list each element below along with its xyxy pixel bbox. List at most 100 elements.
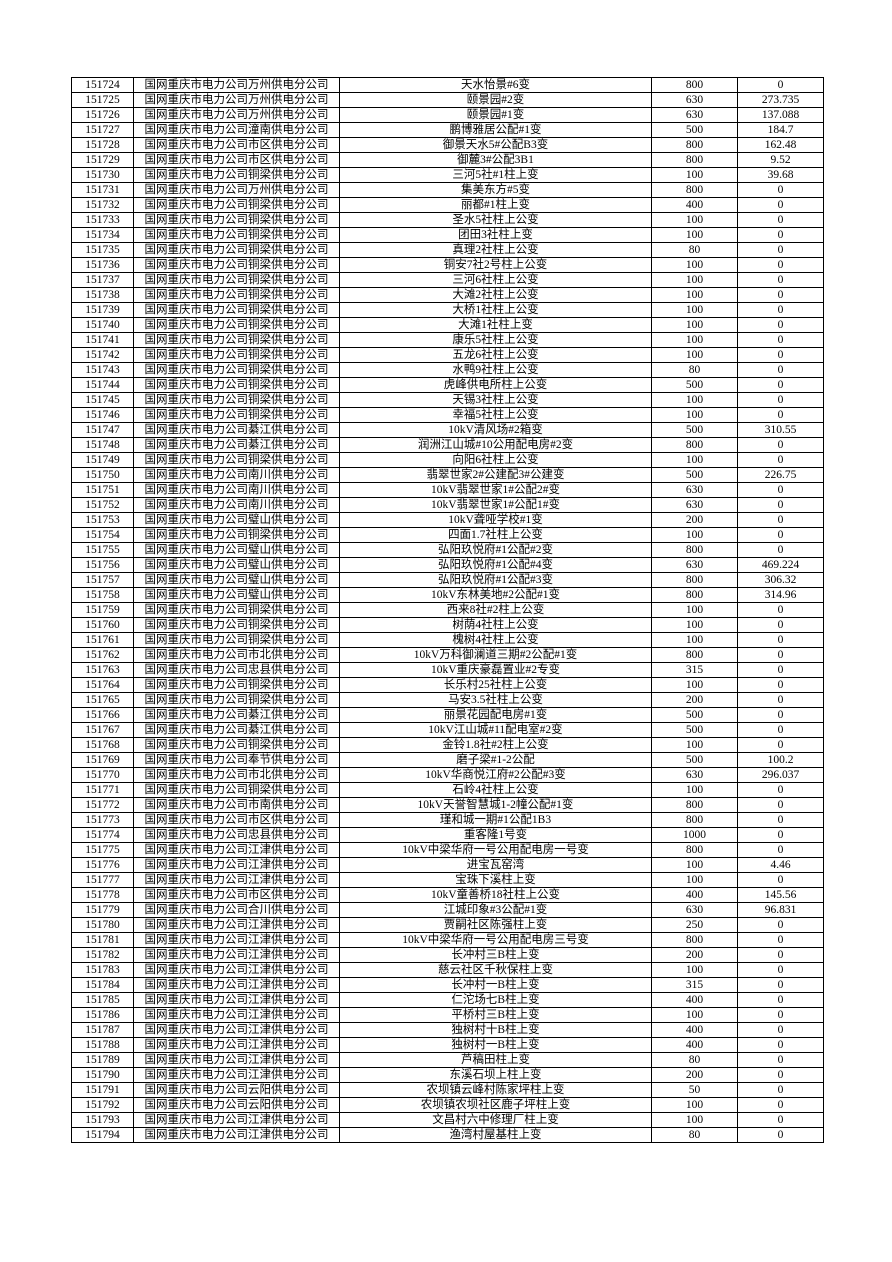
supply-company-cell[interactable]: 国网重庆市电力公司綦江供电分公司 xyxy=(133,422,340,438)
row-id-cell[interactable]: 151771 xyxy=(71,782,134,798)
capacity-cell[interactable]: 500 xyxy=(651,467,738,483)
table-row[interactable]: 151756 国网重庆市电力公司璧山供电分公司 弘阳玖悦府#1公配#4变 630 469… xyxy=(71,557,824,573)
table-row[interactable]: 151770 国网重庆市电力公司市北供电分公司 10kV华商悦江府#2公配#3变 63… xyxy=(71,767,824,783)
row-id-cell[interactable]: 151739 xyxy=(71,302,134,318)
supply-company-cell[interactable]: 国网重庆市电力公司璧山供电分公司 xyxy=(133,542,340,558)
table-row[interactable]: 151779 国网重庆市电力公司合川供电分公司 江城印象#3公配#1变 630 96.8… xyxy=(71,902,824,918)
table-row[interactable]: 151744 国网重庆市电力公司铜梁供电分公司 虎峰供电所柱上公变 500 0 xyxy=(71,377,824,393)
table-row[interactable]: 151761 国网重庆市电力公司铜梁供电分公司 槐树4社柱上公变 100 0 xyxy=(71,632,824,648)
supply-company-cell[interactable]: 国网重庆市电力公司潼南供电分公司 xyxy=(133,122,340,138)
table-row[interactable]: 151730 国网重庆市电力公司铜梁供电分公司 三河5社#1柱上变 100 39.68 xyxy=(71,167,824,183)
table-row[interactable]: 151791 国网重庆市电力公司云阳供电分公司 农坝镇云峰村陈家坪柱上变 50 0 xyxy=(71,1082,824,1098)
load-cell[interactable]: 306.32 xyxy=(737,572,824,588)
transformer-name-cell[interactable]: 宝珠下溪柱上变 xyxy=(339,872,652,888)
transformer-name-cell[interactable]: 石岭4社柱上公变 xyxy=(339,782,652,798)
capacity-cell[interactable]: 100 xyxy=(651,332,738,348)
transformer-name-cell[interactable]: 10kV清风场#2箱变 xyxy=(339,422,652,438)
table-row[interactable]: 151743 国网重庆市电力公司铜梁供电分公司 水鸭9社柱上公变 80 0 xyxy=(71,362,824,378)
supply-company-cell[interactable]: 国网重庆市电力公司铜梁供电分公司 xyxy=(133,452,340,468)
table-row[interactable]: 151793 国网重庆市电力公司江津供电分公司 文昌村六中修理厂柱上变 100 0 xyxy=(71,1112,824,1128)
row-id-cell[interactable]: 151782 xyxy=(71,947,134,963)
load-cell[interactable]: 0 xyxy=(737,977,824,993)
supply-company-cell[interactable]: 国网重庆市电力公司市区供电分公司 xyxy=(133,887,340,903)
table-row[interactable]: 151752 国网重庆市电力公司南川供电分公司 10kV翡翠世家1#公配1#变 630… xyxy=(71,497,824,513)
capacity-cell[interactable]: 800 xyxy=(651,137,738,153)
capacity-cell[interactable]: 500 xyxy=(651,752,738,768)
row-id-cell[interactable]: 151767 xyxy=(71,722,134,738)
load-cell[interactable]: 0 xyxy=(737,932,824,948)
transformer-name-cell[interactable]: 磨子梁#1-2公配 xyxy=(339,752,652,768)
row-id-cell[interactable]: 151793 xyxy=(71,1112,134,1128)
row-id-cell[interactable]: 151773 xyxy=(71,812,134,828)
transformer-name-cell[interactable]: 平桥村三B柱上变 xyxy=(339,1007,652,1023)
supply-company-cell[interactable]: 国网重庆市电力公司南川供电分公司 xyxy=(133,497,340,513)
capacity-cell[interactable]: 200 xyxy=(651,1067,738,1083)
table-row[interactable]: 151785 国网重庆市电力公司江津供电分公司 仁沱场七B柱上变 400 0 xyxy=(71,992,824,1008)
capacity-cell[interactable]: 100 xyxy=(651,392,738,408)
load-cell[interactable]: 0 xyxy=(737,992,824,1008)
transformer-name-cell[interactable]: 西来8社#2柱上公变 xyxy=(339,602,652,618)
transformer-name-cell[interactable]: 大滩2社柱上公变 xyxy=(339,287,652,303)
capacity-cell[interactable]: 1000 xyxy=(651,827,738,843)
table-row[interactable]: 151786 国网重庆市电力公司江津供电分公司 平桥村三B柱上变 100 0 xyxy=(71,1007,824,1023)
load-cell[interactable]: 0 xyxy=(737,677,824,693)
supply-company-cell[interactable]: 国网重庆市电力公司铜梁供电分公司 xyxy=(133,227,340,243)
row-id-cell[interactable]: 151750 xyxy=(71,467,134,483)
supply-company-cell[interactable]: 国网重庆市电力公司铜梁供电分公司 xyxy=(133,362,340,378)
transformer-name-cell[interactable]: 三河6社柱上公变 xyxy=(339,272,652,288)
table-row[interactable]: 151746 国网重庆市电力公司铜梁供电分公司 幸福5社柱上公变 100 0 xyxy=(71,407,824,423)
load-cell[interactable]: 310.55 xyxy=(737,422,824,438)
transformer-name-cell[interactable]: 弘阳玖悦府#1公配#4变 xyxy=(339,557,652,573)
transformer-name-cell[interactable]: 翡翠世家2#公建配3#公建变 xyxy=(339,467,652,483)
table-row[interactable]: 151737 国网重庆市电力公司铜梁供电分公司 三河6社柱上公变 100 0 xyxy=(71,272,824,288)
transformer-name-cell[interactable]: 天锡3社柱上公变 xyxy=(339,392,652,408)
row-id-cell[interactable]: 151727 xyxy=(71,122,134,138)
row-id-cell[interactable]: 151749 xyxy=(71,452,134,468)
load-cell[interactable]: 0 xyxy=(737,617,824,633)
supply-company-cell[interactable]: 国网重庆市电力公司綦江供电分公司 xyxy=(133,437,340,453)
transformer-name-cell[interactable]: 天水怡景#6变 xyxy=(339,77,652,93)
transformer-name-cell[interactable]: 颐景园#2变 xyxy=(339,92,652,108)
transformer-name-cell[interactable]: 东溪石坝上柱上变 xyxy=(339,1067,652,1083)
table-row[interactable]: 151726 国网重庆市电力公司万州供电分公司 颐景园#1变 630 137.088 xyxy=(71,107,824,123)
capacity-cell[interactable]: 800 xyxy=(651,182,738,198)
transformer-name-cell[interactable]: 独树村十B柱上变 xyxy=(339,1022,652,1038)
load-cell[interactable]: 0 xyxy=(737,452,824,468)
table-row[interactable]: 151749 国网重庆市电力公司铜梁供电分公司 向阳6社柱上公变 100 0 xyxy=(71,452,824,468)
row-id-cell[interactable]: 151784 xyxy=(71,977,134,993)
table-row[interactable]: 151747 国网重庆市电力公司綦江供电分公司 10kV清风场#2箱变 500 310.… xyxy=(71,422,824,438)
table-row[interactable]: 151777 国网重庆市电力公司江津供电分公司 宝珠下溪柱上变 100 0 xyxy=(71,872,824,888)
capacity-cell[interactable]: 630 xyxy=(651,107,738,123)
row-id-cell[interactable]: 151736 xyxy=(71,257,134,273)
supply-company-cell[interactable]: 国网重庆市电力公司江津供电分公司 xyxy=(133,992,340,1008)
table-row[interactable]: 151764 国网重庆市电力公司铜梁供电分公司 长乐村25社柱上公变 100 0 xyxy=(71,677,824,693)
supply-company-cell[interactable]: 国网重庆市电力公司铜梁供电分公司 xyxy=(133,272,340,288)
load-cell[interactable]: 0 xyxy=(737,632,824,648)
load-cell[interactable]: 314.96 xyxy=(737,587,824,603)
supply-company-cell[interactable]: 国网重庆市电力公司江津供电分公司 xyxy=(133,1037,340,1053)
load-cell[interactable]: 0 xyxy=(737,1022,824,1038)
row-id-cell[interactable]: 151777 xyxy=(71,872,134,888)
capacity-cell[interactable]: 800 xyxy=(651,437,738,453)
table-row[interactable]: 151775 国网重庆市电力公司江津供电分公司 10kV中梁华府一号公用配电房一号变… xyxy=(71,842,824,858)
row-id-cell[interactable]: 151744 xyxy=(71,377,134,393)
table-row[interactable]: 151731 国网重庆市电力公司万州供电分公司 集美东方#5变 800 0 xyxy=(71,182,824,198)
capacity-cell[interactable]: 500 xyxy=(651,707,738,723)
row-id-cell[interactable]: 151753 xyxy=(71,512,134,528)
load-cell[interactable]: 0 xyxy=(737,1052,824,1068)
table-row[interactable]: 151782 国网重庆市电力公司江津供电分公司 长冲村三B柱上变 200 0 xyxy=(71,947,824,963)
supply-company-cell[interactable]: 国网重庆市电力公司江津供电分公司 xyxy=(133,872,340,888)
row-id-cell[interactable]: 151759 xyxy=(71,602,134,618)
load-cell[interactable]: 0 xyxy=(737,707,824,723)
row-id-cell[interactable]: 151788 xyxy=(71,1037,134,1053)
row-id-cell[interactable]: 151792 xyxy=(71,1097,134,1113)
table-row[interactable]: 151729 国网重庆市电力公司市区供电分公司 御麓3#公配3B1 800 9.52 xyxy=(71,152,824,168)
supply-company-cell[interactable]: 国网重庆市电力公司江津供电分公司 xyxy=(133,857,340,873)
capacity-cell[interactable]: 100 xyxy=(651,212,738,228)
transformer-name-cell[interactable]: 渔湾村屋基柱上变 xyxy=(339,1127,652,1143)
supply-company-cell[interactable]: 国网重庆市电力公司江津供电分公司 xyxy=(133,1052,340,1068)
supply-company-cell[interactable]: 国网重庆市电力公司铜梁供电分公司 xyxy=(133,377,340,393)
row-id-cell[interactable]: 151775 xyxy=(71,842,134,858)
load-cell[interactable]: 0 xyxy=(737,197,824,213)
table-row[interactable]: 151742 国网重庆市电力公司铜梁供电分公司 五龙6社柱上公变 100 0 xyxy=(71,347,824,363)
